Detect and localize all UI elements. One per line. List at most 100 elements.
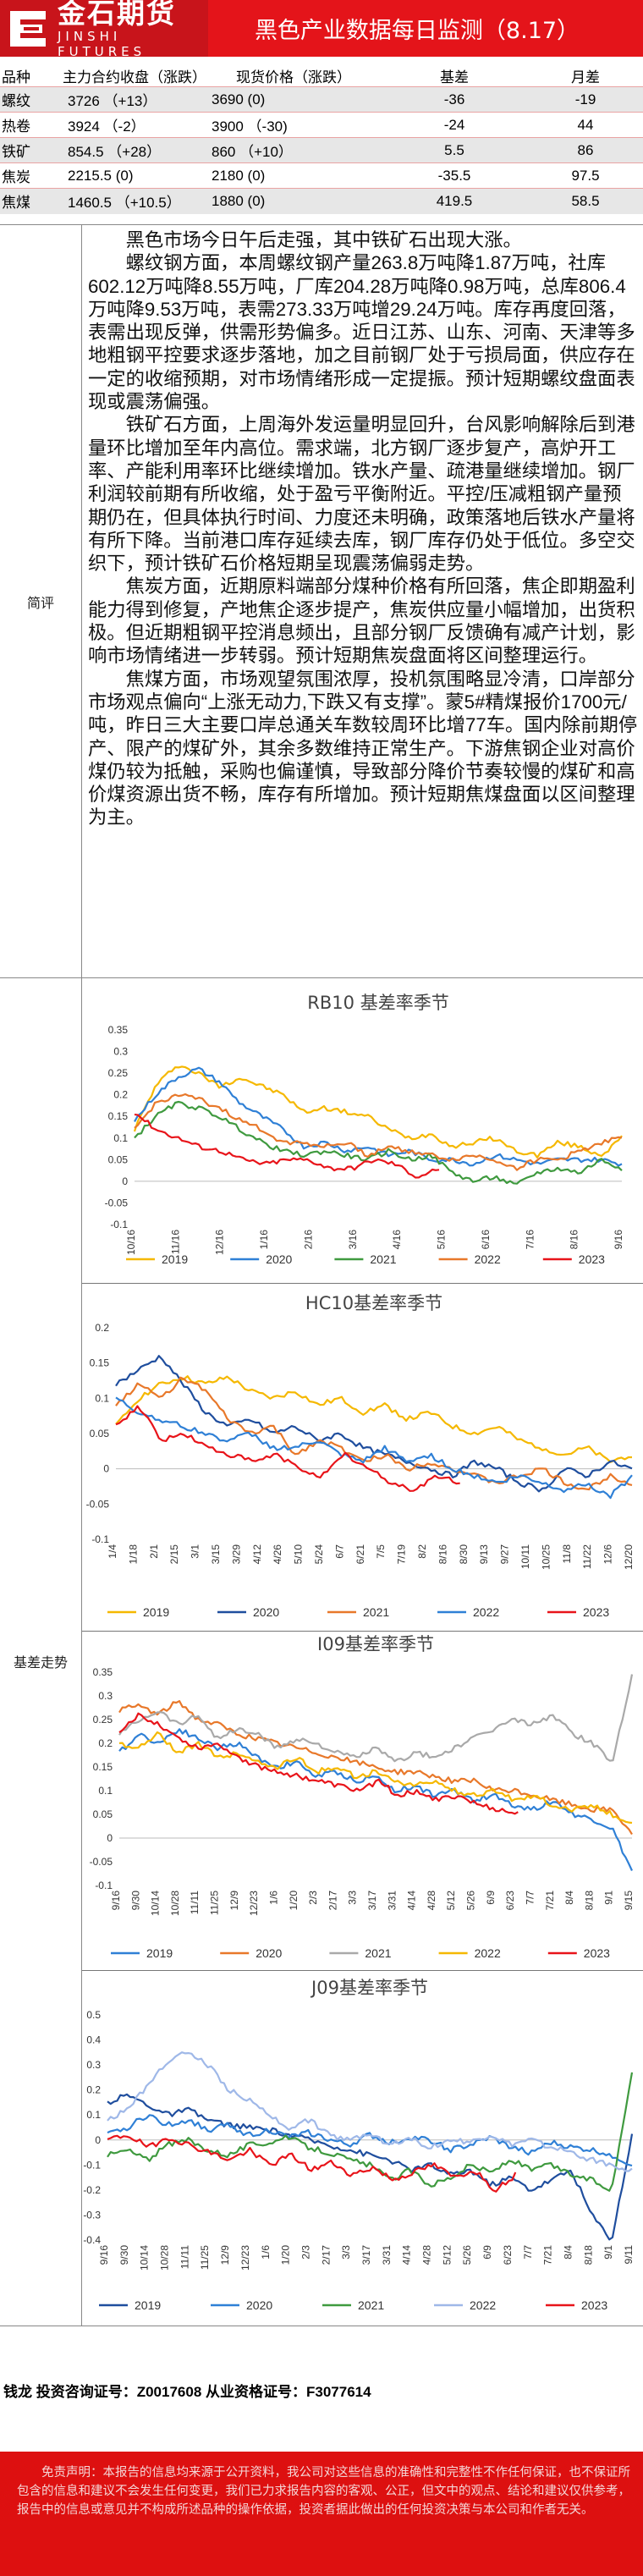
x-tick-label: 7/21 — [542, 2245, 554, 2265]
series-line-2019 — [133, 1065, 623, 1159]
content-frame: 简评 基差走势 黑色市场今日午后走强，其中铁矿石出现大涨。 螺纹钢方面，本周螺纹… — [0, 224, 643, 2326]
chart-title: I09基差率季节 — [317, 1634, 434, 1654]
cell-variety: 铁矿 — [0, 137, 63, 163]
x-tick-label: 9/30 — [129, 1891, 141, 1911]
legend-label: 2020 — [266, 1252, 292, 1266]
x-tick-label: 8/4 — [562, 2245, 574, 2260]
x-tick-label: 10/28 — [159, 2245, 171, 2271]
cell-variety: 焦煤 — [0, 188, 63, 214]
market-data-table: 品种 主力合约收盘（涨跌） 现货价格（涨跌） 基差 月差 螺纹 3726 （+1… — [0, 65, 643, 214]
legend-label: 2022 — [470, 2298, 496, 2312]
y-tick-label: 0.05 — [90, 1428, 110, 1439]
y-tick-label: 0.15 — [93, 1761, 113, 1773]
series-line-2022 — [115, 1396, 633, 1500]
y-tick-label: 0.1 — [95, 1392, 109, 1404]
x-tick-label: 7/7 — [524, 1891, 536, 1905]
series-line-2023 — [118, 1712, 519, 1815]
column-header-basis: 基差 — [440, 69, 469, 85]
y-tick-label: -0.1 — [91, 1533, 109, 1545]
x-tick-label: 7/7 — [522, 2245, 534, 2260]
x-tick-label: 8/16 — [437, 1544, 448, 1565]
y-tick-label: 0.25 — [93, 1714, 113, 1726]
cell-spread: 44 — [528, 112, 643, 138]
y-tick-label: 0.15 — [108, 1110, 129, 1122]
x-tick-label: 2/3 — [307, 1891, 319, 1905]
x-tick-label: 4/26 — [272, 1544, 283, 1565]
x-tick-label: 11/11 — [189, 1891, 201, 1915]
i09-chart-svg: I09基差率季节 0.35 0.3 0.25 0.2 0.15 0.1 0.05 0 -0.05 -… — [90, 1634, 635, 1960]
y-tick-label: 0 — [122, 1175, 128, 1187]
x-tick-label: 5/24 — [313, 1544, 325, 1565]
series-line-2023 — [134, 1113, 440, 1179]
cell-basis: -24 — [381, 112, 528, 138]
x-tick-label: 6/9 — [481, 2245, 493, 2260]
cell-close: 854.5 （+28） — [63, 137, 206, 163]
y-tick-label: 0.2 — [95, 1322, 109, 1334]
x-tick-label: 2/17 — [327, 1891, 338, 1911]
x-tick-label: 3/31 — [386, 1891, 398, 1911]
cell-spread: 97.5 — [528, 162, 643, 189]
x-tick-label: 1/6 — [267, 1891, 279, 1905]
legend-label: 2019 — [143, 1605, 169, 1619]
x-tick-label: 4/12 — [251, 1544, 263, 1565]
series-line-2021 — [118, 1674, 634, 1763]
cell-close: 2215.5 (0) — [63, 162, 206, 189]
x-tick-label: 6/16 — [480, 1230, 492, 1250]
legend-label: 2019 — [146, 1946, 173, 1960]
cell-spread: 58.5 — [528, 188, 643, 214]
cell-variety: 热卷 — [0, 112, 63, 138]
x-tick-label: 5/16 — [436, 1230, 448, 1250]
y-tick-label: 0.3 — [98, 1690, 113, 1702]
y-tick-label: 0.15 — [90, 1357, 110, 1369]
y-tick-label: 0.2 — [113, 1089, 128, 1101]
disclaimer-box: 免责声明：本报告的信息均来源于公开资料，我公司对这些信息的准确性和完整性不作任何… — [0, 2452, 643, 2576]
x-tick-label: 1/4 — [107, 1544, 118, 1559]
x-tick-label: 3/1 — [190, 1544, 201, 1559]
x-tick-label: 5/26 — [465, 1891, 477, 1911]
chart-title: HC10基差率季节 — [305, 1293, 442, 1313]
x-tick-label: 8/4 — [563, 1891, 575, 1905]
cell-spot: 1880 (0) — [206, 188, 381, 214]
table-row: 焦煤 1460.5 （+10.5） 1880 (0) 419.5 58.5 — [0, 188, 643, 214]
x-tick-label: 3/3 — [340, 2245, 352, 2260]
legend-label: 2021 — [358, 2298, 384, 2312]
legend-label: 2021 — [363, 1605, 389, 1619]
x-tick-label: 3/16 — [347, 1230, 359, 1250]
j09-basis-chart: J09基差率季节 0.5 0.4 0.3 0.2 0.1 0 -0.1 -0.2 -0.3 -0.4… — [82, 1971, 643, 2325]
series-line-2023 — [115, 1405, 460, 1492]
x-tick-label: 2/17 — [320, 2245, 332, 2265]
chart-title: J09基差率季节 — [310, 1978, 428, 1998]
x-tick-label: 4/28 — [426, 1891, 437, 1911]
commentary-paragraph: 焦煤方面，市场观望氛围浓厚，投机氛围略显冷清，口岸部分市场观点偏向“上涨无动力,… — [88, 668, 638, 828]
y-tick-label: -0.2 — [83, 2184, 101, 2196]
x-tick-label: 12/23 — [239, 2245, 251, 2271]
x-tick-label: 10/14 — [150, 1891, 162, 1916]
column-header-spot: 现货价格（涨跌） — [236, 69, 351, 85]
cell-spot: 3900 （-30) — [206, 112, 381, 138]
y-tick-label: 0 — [107, 1832, 113, 1844]
x-tick-label: 7/21 — [544, 1891, 556, 1911]
x-tick-label: 2/16 — [302, 1230, 314, 1250]
x-tick-label: 9/16 — [98, 2245, 110, 2265]
y-tick-label: -0.1 — [95, 1880, 113, 1891]
logo-mark-icon — [5, 5, 51, 52]
x-tick-label: 9/13 — [478, 1544, 490, 1565]
column-header-spread: 月差 — [571, 69, 600, 85]
basis-section-label: 基差走势 — [13, 1654, 68, 1671]
x-tick-label: 12/6 — [602, 1544, 614, 1565]
y-tick-label: -0.05 — [105, 1197, 129, 1208]
x-tick-label: 11/22 — [581, 1544, 593, 1569]
x-tick-label: 1/20 — [288, 1891, 300, 1911]
x-tick-label: 9/1 — [603, 1891, 615, 1905]
x-tick-label: 7/19 — [396, 1544, 408, 1565]
x-tick-label: 8/18 — [583, 1891, 595, 1911]
legend-label: 2023 — [584, 1946, 610, 1960]
x-tick-label: 8/30 — [458, 1544, 470, 1565]
y-tick-label: 0 — [103, 1463, 109, 1475]
y-tick-label: 0 — [95, 2134, 101, 2146]
y-tick-label: 0.25 — [108, 1067, 129, 1079]
x-tick-label: 10/28 — [169, 1891, 181, 1916]
x-tick-label: 9/27 — [499, 1544, 511, 1565]
x-tick-label: 1/18 — [127, 1544, 139, 1565]
y-tick-label: 0.05 — [108, 1153, 129, 1165]
